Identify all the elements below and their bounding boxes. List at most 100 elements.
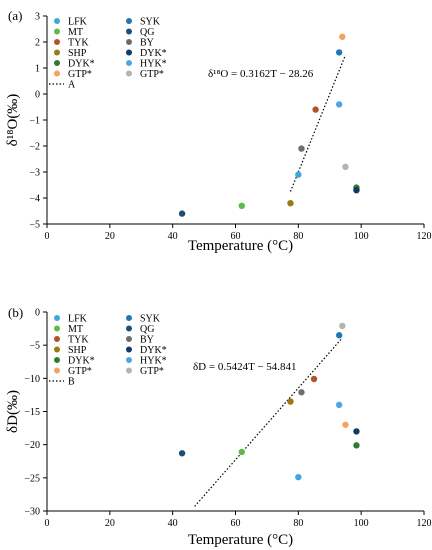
legend-label: DYK* [68,59,95,70]
legend-marker [126,336,132,342]
data-point [339,322,346,330]
data-point [287,398,294,405]
y-tick-label: 3 [35,12,40,23]
data-point [342,421,349,428]
legend-marker [126,49,132,56]
legend-marker [54,346,60,353]
legend-marker [54,325,60,332]
x-tick-label: 80 [293,231,303,242]
chart-panel-2: 0 20 40 60 80 100 120 0 −5 −10 −15 −20 −25 −30 Tempera… [5,305,432,548]
x-tick-label: 120 [417,231,432,242]
legend-marker [126,28,132,35]
y-tick-label: 2 [35,38,40,49]
legend-label: LFK [68,314,88,325]
y-tick-label: −2 [29,142,40,153]
legend-marker [126,346,132,353]
legend-marker [54,336,60,342]
x-tick-label: 0 [45,518,50,529]
y-tick-label: −5 [29,341,40,352]
legend-marker [54,18,60,24]
trendline [194,337,343,507]
data-point [178,210,186,217]
legend-label: SHP [68,345,87,356]
legend-marker [126,315,132,321]
legend-label: BY [140,38,154,49]
data-point [298,145,305,152]
data-point [335,101,343,108]
y-axis-title: δ¹⁸O(‰) [5,94,21,147]
legend-label: HYK* [140,356,167,367]
y-tick-label: −3 [29,168,40,179]
legend-label: TYK [68,38,89,49]
x-tick-label: 60 [231,231,241,242]
trendline-equation: δD = 0.5424T − 54.841 [193,361,297,373]
trendline [289,54,347,192]
legend-marker [126,357,132,363]
legend-marker [126,325,132,332]
data-point [295,171,302,178]
legend-label: GTP* [140,69,164,80]
data-point [353,442,360,449]
legend-label: SHP [68,48,87,59]
legend-label: MT [68,324,83,335]
legend-marker [126,18,132,24]
legend-marker [54,49,60,56]
legend-label: HYK* [140,59,167,70]
legend-label: SYK [140,314,161,325]
legend-label: GTP* [68,69,92,80]
legend-marker [126,39,132,45]
legend-label: DYK* [140,345,167,356]
chart-panel-1: 0 20 40 60 80 100 120 3 2 1 0 −1 −2 −3 −4 −5 Temperature… [5,8,432,254]
x-tick-label: 80 [293,518,303,529]
legend-label: DYK* [140,48,167,59]
y-tick-label: −4 [29,194,40,205]
legend-marker [54,357,60,363]
y-tick-label: 0 [35,90,40,101]
data-point [335,401,343,409]
legend-label: B [68,377,75,388]
y-tick-label: −30 [24,507,40,518]
data-point [295,473,302,481]
legend-marker [126,60,132,66]
data-point [178,450,186,457]
y-tick-label: 1 [35,64,40,75]
x-axis-title: Temperature (°C) [188,532,293,548]
legend-label: TYK [68,335,89,346]
data-point [335,49,343,56]
legend-marker [54,367,60,374]
legend-marker [54,315,60,321]
legend-marker [126,367,132,374]
y-tick-label: −20 [24,440,40,451]
data-point [353,187,360,194]
legend-label: GTP* [140,366,164,377]
legend-label: QG [140,324,154,335]
data-point [287,200,294,207]
data-point [335,332,343,339]
y-tick-label: 0 [35,308,40,319]
x-tick-label: 0 [45,231,50,242]
legend-label: A [68,80,76,91]
y-tick-label: −5 [29,220,40,231]
legend-label: SYK [140,17,161,28]
legend-label: LFK [68,17,88,28]
x-axis-title: Temperature (°C) [188,238,293,254]
x-tick-label: 20 [105,231,115,242]
legend-marker [54,70,60,77]
panel-label: (b) [8,305,23,320]
data-point [353,428,360,435]
x-tick-label: 120 [417,518,432,529]
data-point [312,106,319,113]
x-tick-label: 100 [354,518,369,529]
x-tick-label: 20 [105,518,115,529]
legend-label: DYK* [68,356,95,367]
data-point [298,389,305,396]
trendline-equation: δ¹⁸O = 0.3162T − 28.26 [208,68,314,80]
legend-label: QG [140,27,154,38]
data-point [310,375,318,383]
y-tick-label: −1 [29,116,40,127]
legend-label: GTP* [68,366,92,377]
x-tick-label: 100 [354,231,369,242]
panel-label: (a) [8,8,22,23]
y-tick-label: −10 [24,374,40,385]
